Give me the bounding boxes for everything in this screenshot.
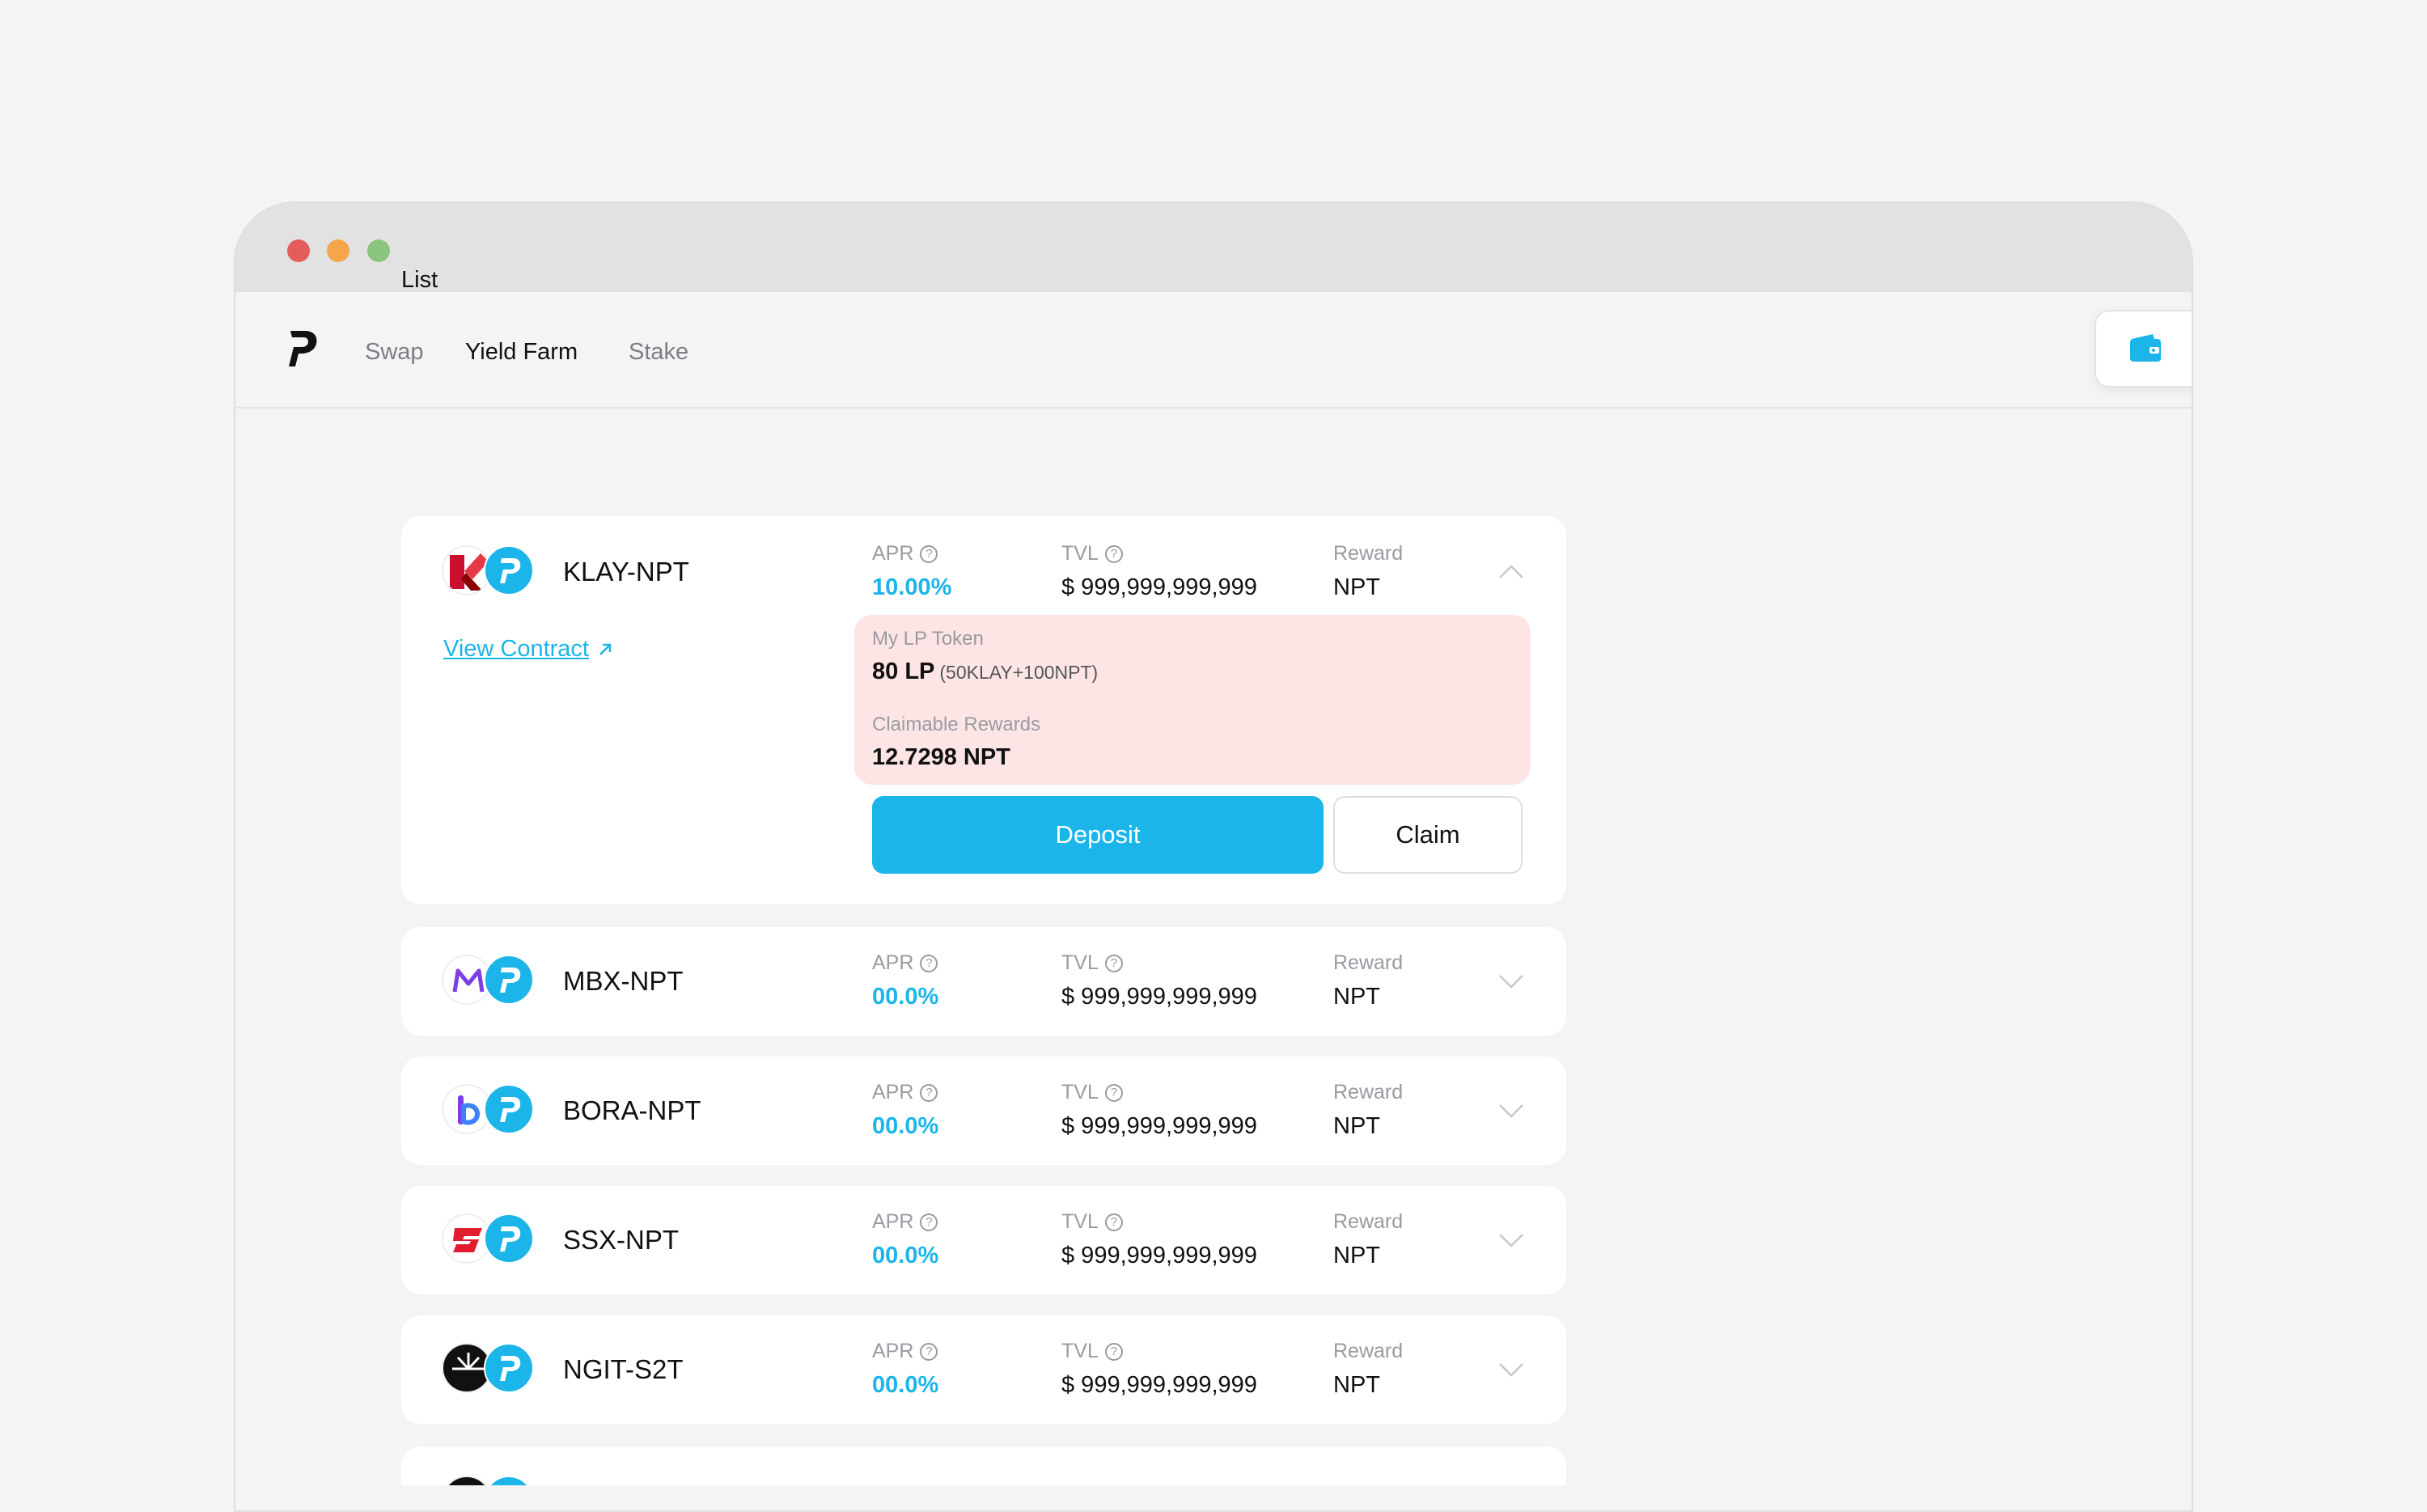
- list-title: List: [401, 267, 438, 293]
- apr-label: APR?: [872, 1210, 938, 1234]
- reward-value: NPT: [1333, 1113, 1380, 1139]
- wallet-icon: [2130, 334, 2161, 362]
- reward-value: NPT: [1333, 1372, 1380, 1398]
- farm-card-klay-npt: KLAY-NPT APR? 10.00% TVL? $ 999,999,999,…: [401, 516, 1566, 904]
- help-icon[interactable]: ?: [920, 1083, 938, 1102]
- apr-value: 00.0%: [872, 1372, 939, 1398]
- reward-value: NPT: [1333, 984, 1380, 1010]
- tvl-value: $ 999,999,999,999: [1061, 1243, 1257, 1268]
- apr-label: APR?: [872, 542, 938, 565]
- farm-card-bora-npt[interactable]: BORA-NPT APR? 00.0% TVL? $ 999,999,999,9…: [401, 1057, 1566, 1165]
- reward-value: NPT: [1333, 574, 1380, 600]
- help-icon[interactable]: ?: [920, 1342, 938, 1361]
- reward-label: Reward: [1333, 1081, 1404, 1103]
- maximize-window-button[interactable]: [367, 239, 390, 262]
- klay-token-icon: [442, 545, 492, 595]
- pair-icons: [442, 955, 537, 1008]
- reward-label: Reward: [1333, 1340, 1404, 1362]
- help-icon[interactable]: ?: [920, 1213, 938, 1231]
- external-link-icon: [599, 643, 612, 655]
- reward-value: NPT: [1333, 1243, 1380, 1268]
- apr-label: APR?: [872, 1081, 938, 1104]
- help-icon[interactable]: ?: [1104, 1342, 1123, 1361]
- my-lp-token-value: 80 LP (50KLAY+100NPT): [872, 659, 1099, 684]
- nav-stake[interactable]: Stake: [629, 339, 689, 365]
- claim-button[interactable]: Claim: [1333, 796, 1523, 874]
- tvl-label: TVL?: [1061, 1340, 1123, 1363]
- pair-icons: [442, 1084, 537, 1137]
- farm-card-ngit-s2t[interactable]: NGIT-S2T APR? 00.0% TVL? $ 999,999,999,9…: [401, 1315, 1566, 1424]
- farm-card-mbx-npt[interactable]: MBX-NPT APR? 00.0% TVL? $ 999,999,999,99…: [401, 927, 1566, 1036]
- pair-name: MBX-NPT: [563, 966, 684, 996]
- pair-name: BORA-NPT: [563, 1095, 701, 1125]
- chevron-up-icon[interactable]: [1498, 563, 1524, 579]
- npt-token-icon: [484, 545, 534, 595]
- title-bar: [235, 203, 2192, 292]
- ngit-token-icon: [442, 1343, 492, 1393]
- reward-label: Reward: [1333, 542, 1404, 565]
- apr-value: 00.0%: [872, 1113, 939, 1139]
- npt-token-icon: [484, 1213, 534, 1264]
- tvl-label: TVL?: [1061, 542, 1123, 565]
- pair-icons: [442, 1343, 537, 1396]
- apr-label: APR?: [872, 1340, 938, 1363]
- help-icon[interactable]: ?: [920, 954, 938, 972]
- app-logo-icon[interactable]: [286, 328, 321, 370]
- apr-value: 10.00%: [872, 574, 952, 600]
- reward-label: Reward: [1333, 951, 1404, 974]
- top-nav: Swap Yield Farm Stake: [235, 292, 2192, 409]
- claimable-rewards-label: Claimable Rewards: [872, 714, 1041, 735]
- nav-yield-farm[interactable]: Yield Farm: [465, 339, 578, 365]
- pair-icons: [442, 1213, 537, 1267]
- tvl-label: TVL?: [1061, 1210, 1123, 1234]
- chevron-down-icon[interactable]: [1498, 974, 1524, 990]
- chevron-down-icon[interactable]: [1498, 1103, 1524, 1120]
- apr-label: APR?: [872, 951, 938, 975]
- apr-value: 00.0%: [872, 984, 939, 1010]
- help-icon[interactable]: ?: [1104, 544, 1123, 563]
- pair-name: NGIT-S2T: [563, 1354, 684, 1384]
- tvl-label: TVL?: [1061, 1081, 1123, 1104]
- wallet-button[interactable]: [2095, 310, 2192, 388]
- token-icon: [442, 1476, 492, 1485]
- view-contract-link[interactable]: View Contract: [443, 636, 613, 663]
- lp-info-box: My LP Token 80 LP (50KLAY+100NPT) Claimab…: [854, 615, 1531, 785]
- pair-name: KLAY-NPT: [563, 557, 689, 587]
- npt-token-icon: [484, 1343, 534, 1393]
- deposit-button[interactable]: Deposit: [872, 796, 1324, 874]
- ssx-token-icon: [442, 1213, 492, 1264]
- pair-icons: [442, 545, 537, 599]
- tvl-label: TVL?: [1061, 951, 1123, 975]
- reward-label: Reward: [1333, 1210, 1404, 1233]
- minimize-window-button[interactable]: [327, 239, 349, 262]
- view-contract-label: View Contract: [443, 636, 589, 662]
- apr-value: 00.0%: [872, 1243, 939, 1268]
- pair-name: SSX-NPT: [563, 1225, 680, 1255]
- npt-token-icon: [484, 955, 534, 1005]
- chevron-down-icon[interactable]: [1498, 1362, 1524, 1379]
- my-lp-token-label: My LP Token: [872, 628, 984, 650]
- claimable-rewards-value: 12.7298 NPT: [872, 744, 1010, 770]
- chevron-down-icon[interactable]: [1498, 1233, 1524, 1249]
- farm-card-partial[interactable]: [401, 1446, 1566, 1485]
- tvl-value: $ 999,999,999,999: [1061, 1113, 1257, 1139]
- mbx-token-icon: [442, 955, 492, 1005]
- npt-token-icon: [484, 1476, 534, 1485]
- help-icon[interactable]: ?: [1104, 1213, 1123, 1231]
- npt-token-icon: [484, 1084, 534, 1134]
- tvl-value: $ 999,999,999,999: [1061, 984, 1257, 1010]
- tvl-value: $ 999,999,999,999: [1061, 574, 1257, 600]
- farm-card-ssx-npt[interactable]: SSX-NPT APR? 00.0% TVL? $ 999,999,999,99…: [401, 1186, 1566, 1294]
- nav-swap[interactable]: Swap: [365, 339, 424, 365]
- pair-icons: [442, 1476, 537, 1485]
- help-icon[interactable]: ?: [1104, 1083, 1123, 1102]
- tvl-value: $ 999,999,999,999: [1061, 1372, 1257, 1398]
- help-icon[interactable]: ?: [1104, 954, 1123, 972]
- close-window-button[interactable]: [287, 239, 310, 262]
- help-icon[interactable]: ?: [920, 544, 938, 563]
